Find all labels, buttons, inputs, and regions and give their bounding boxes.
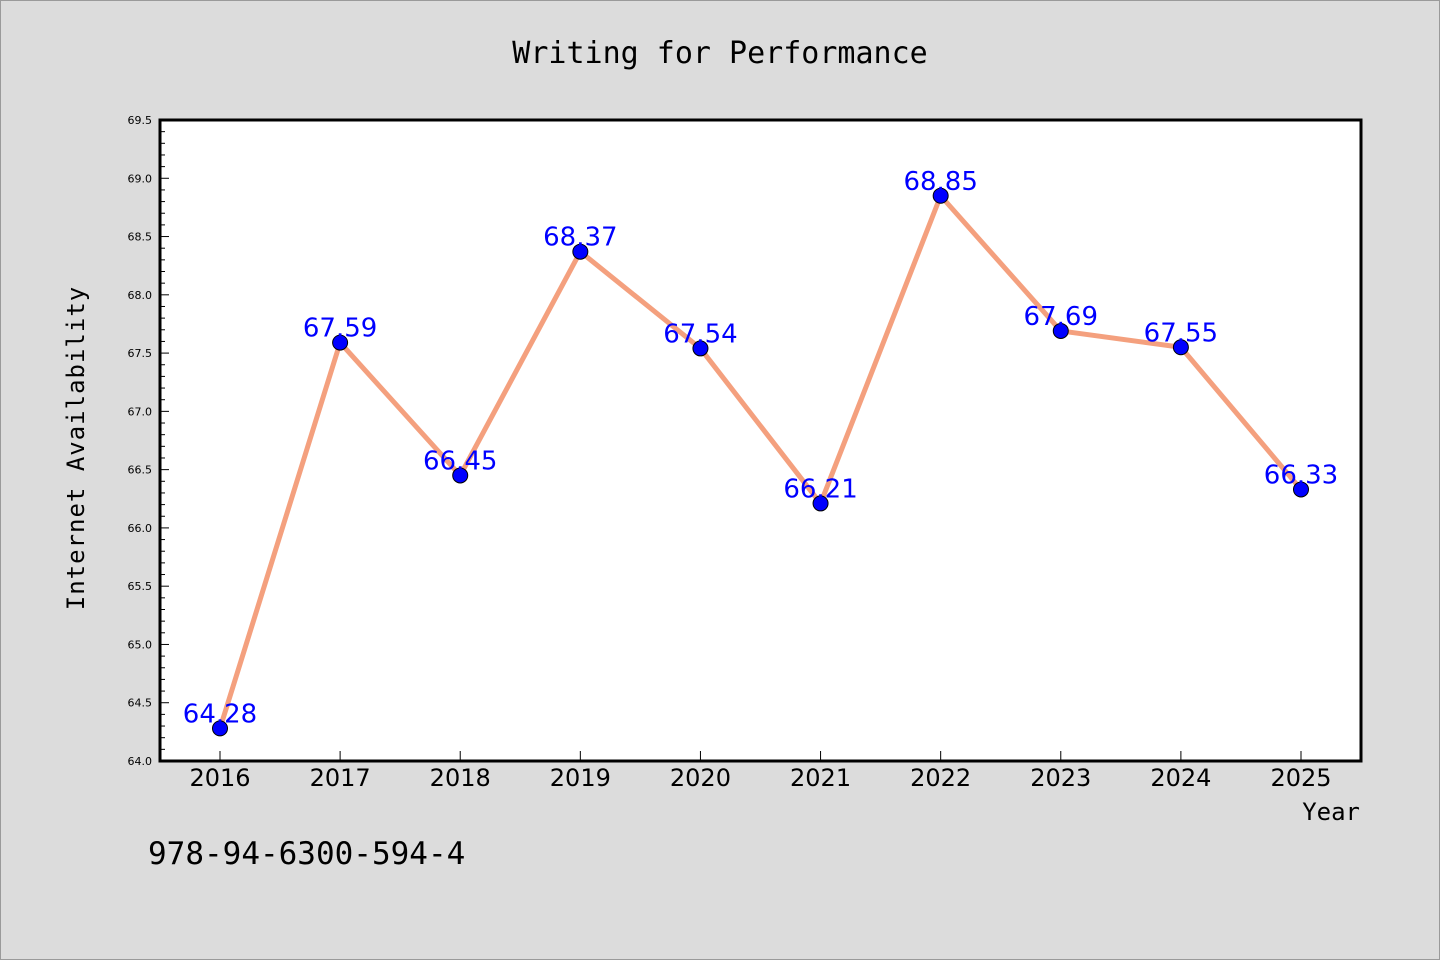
series-line-group xyxy=(217,193,1304,731)
y-tick-label: 66.5 xyxy=(128,464,153,477)
data-point-marker xyxy=(572,243,589,260)
x-tick-label: 2017 xyxy=(310,764,371,792)
y-axis-label: Internet Availability xyxy=(62,286,90,610)
data-point-marker xyxy=(1293,481,1309,498)
x-tick-label: 2022 xyxy=(910,764,971,792)
y-tick-label: 64.5 xyxy=(128,697,153,710)
data-labels: 64.28 67.59 66.45 68.37 67.54 66.21 68.85 67.69… xyxy=(183,167,1338,730)
x-tick-label: 2024 xyxy=(1150,764,1211,792)
x-axis-ticks: 2016 2017 2018 2019 2020 2021 2022 2023 2024 2025 xyxy=(189,751,1332,792)
x-tick-label: 2025 xyxy=(1270,764,1331,792)
data-label: 66.45 xyxy=(423,446,497,476)
data-point-marker xyxy=(1172,339,1189,356)
y-tick-label: 67.0 xyxy=(128,405,153,418)
x-tick-label: 2019 xyxy=(550,764,611,792)
data-point-marker xyxy=(812,495,829,512)
series-markers xyxy=(212,187,1309,737)
x-tick-label: 2016 xyxy=(189,764,250,792)
y-tick-label: 68.0 xyxy=(128,289,153,302)
y-tick-label: 69.5 xyxy=(128,114,153,127)
y-tick-label: 69.0 xyxy=(128,172,153,185)
y-axis-ticks: 64.0 64.5 65.0 65.5 66.0 66.5 67.0 67.5 68.0 68.5… xyxy=(128,114,169,768)
chart-title: Writing for Performance xyxy=(512,36,927,71)
data-point-marker xyxy=(332,334,349,351)
y-tick-label: 65.0 xyxy=(128,638,153,651)
data-label: 66.21 xyxy=(783,474,857,504)
x-tick-label: 2023 xyxy=(1030,764,1091,792)
data-label: 67.59 xyxy=(303,314,377,344)
x-tick-label: 2020 xyxy=(670,764,731,792)
y-tick-label: 68.5 xyxy=(128,231,153,244)
data-label: 67.54 xyxy=(663,319,737,349)
data-point-marker xyxy=(932,187,949,204)
plot-area xyxy=(158,118,1363,763)
data-point-marker xyxy=(1052,322,1069,339)
data-point-marker xyxy=(212,720,228,737)
data-point-marker xyxy=(452,467,469,484)
x-tick-label: 2021 xyxy=(790,764,851,792)
data-label: 68.85 xyxy=(903,167,977,197)
y-tick-label: 65.5 xyxy=(128,580,153,593)
x-tick-label: 2018 xyxy=(430,764,491,792)
x-axis-label: Year xyxy=(1302,798,1360,826)
data-label: 67.55 xyxy=(1144,318,1218,348)
series-line xyxy=(217,193,1304,731)
data-point-marker xyxy=(692,340,709,357)
data-label: 67.69 xyxy=(1024,302,1098,332)
data-label: 64.28 xyxy=(183,699,257,729)
data-label: 66.33 xyxy=(1264,460,1338,490)
y-tick-label: 67.5 xyxy=(128,347,153,360)
isbn-footer: 978-94-6300-594-4 xyxy=(148,836,465,872)
y-tick-label: 66.0 xyxy=(128,522,153,535)
y-tick-label: 64.0 xyxy=(128,755,153,768)
data-label: 68.37 xyxy=(543,223,617,253)
